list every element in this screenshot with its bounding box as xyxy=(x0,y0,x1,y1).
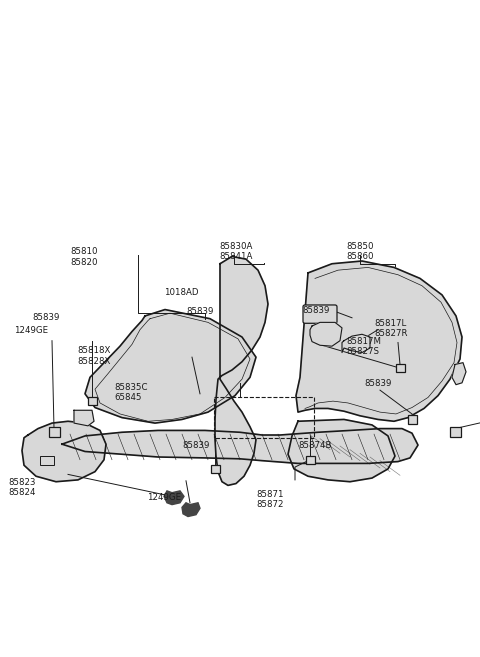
Polygon shape xyxy=(310,323,342,346)
Text: 85818X
85828X: 85818X 85828X xyxy=(77,346,111,365)
Text: 85850
85860: 85850 85860 xyxy=(346,242,374,261)
Bar xyxy=(408,415,417,424)
Polygon shape xyxy=(22,421,106,482)
Text: 85839: 85839 xyxy=(186,307,214,316)
Text: 85839: 85839 xyxy=(364,379,392,388)
Text: 85823
85824: 85823 85824 xyxy=(8,478,36,497)
FancyBboxPatch shape xyxy=(303,305,337,323)
Bar xyxy=(87,397,96,405)
Polygon shape xyxy=(296,261,462,421)
Text: 1249GE: 1249GE xyxy=(14,326,48,335)
Text: 85839: 85839 xyxy=(182,442,210,451)
Bar xyxy=(40,456,54,465)
Text: 85817M
85827S: 85817M 85827S xyxy=(346,337,381,356)
Bar xyxy=(305,455,314,464)
Text: 85817L
85827R: 85817L 85827R xyxy=(374,319,408,338)
Text: 85835C
65845: 85835C 65845 xyxy=(114,383,147,402)
Polygon shape xyxy=(452,363,466,384)
Text: 1018AD: 1018AD xyxy=(164,288,199,298)
Polygon shape xyxy=(182,503,200,516)
Text: 85810
85820: 85810 85820 xyxy=(70,247,98,267)
Bar xyxy=(449,427,460,438)
Text: 85839: 85839 xyxy=(302,306,330,315)
Bar xyxy=(396,364,405,373)
Text: 85839: 85839 xyxy=(32,313,60,322)
Polygon shape xyxy=(85,309,256,423)
Text: 85830A
85841A: 85830A 85841A xyxy=(219,242,252,261)
Bar xyxy=(214,397,314,438)
Text: 85871
85872: 85871 85872 xyxy=(256,490,284,509)
Polygon shape xyxy=(62,428,418,463)
Polygon shape xyxy=(215,256,268,486)
Polygon shape xyxy=(74,410,94,426)
Polygon shape xyxy=(342,334,370,353)
Bar xyxy=(48,427,60,438)
Bar xyxy=(211,464,219,473)
Text: 85874B: 85874B xyxy=(298,442,332,451)
Polygon shape xyxy=(288,419,395,482)
Text: 1249GE: 1249GE xyxy=(147,493,181,502)
Polygon shape xyxy=(164,491,184,505)
